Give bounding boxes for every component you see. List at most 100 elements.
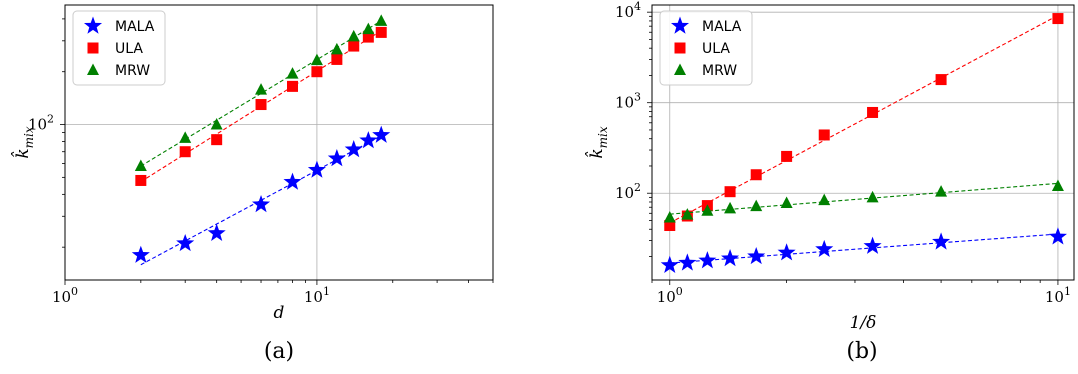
data-point-mrw [310,53,323,66]
data-point-mala [344,140,363,158]
x-tick-exponent: 1 [1064,285,1071,298]
y-tick-base: 10 [615,94,634,112]
x-tick-base: 10 [657,288,676,306]
x-tick-exponent: 0 [71,285,78,298]
data-point-ula [818,129,830,141]
data-point-mrw [210,118,223,130]
data-point-ula [724,186,736,198]
data-point-ula [135,174,147,186]
y-tick-label: 104 [615,0,641,21]
data-point-mrw [375,14,388,26]
series-mrw [663,179,1064,223]
data-point-mala [678,253,697,271]
y-tick-exponent: 2 [47,113,54,126]
data-point-ula [781,150,793,162]
data-point-mala [660,255,679,273]
data-point-mrw [134,159,147,172]
data-point-ula [362,31,374,43]
legend-label-ula: ULA [115,41,143,57]
data-point-mrw [362,22,375,35]
data-point-mrw [780,196,793,208]
x-tick-label: 101 [1045,285,1071,306]
y-axis-label: k̂mix [11,126,36,159]
data-point-ula [179,146,191,158]
data-point-ula [375,26,387,38]
data-point-ula [255,99,267,111]
data-point-ula [935,74,947,86]
x-tick-label: 100 [52,285,78,306]
data-point-mrw [866,190,879,203]
data-point-mrw [935,185,948,197]
data-point-mala [1048,227,1067,245]
x-tick-base: 10 [1045,288,1064,306]
y-tick-exponent: 4 [634,0,641,13]
y-axis-label-main: k̂ [11,148,33,158]
data-point-mala [251,195,271,213]
data-point-mala [815,239,834,258]
x-tick-base: 10 [52,288,71,306]
legend: MALA ULA MRW [72,10,166,86]
y-tick-exponent: 3 [634,91,641,104]
legend-label-ula: ULA [702,41,730,57]
x-tick-label: 100 [657,285,683,306]
data-point-mala [777,243,796,261]
legend-label-mrw: MRW [702,63,737,79]
data-point-ula [1052,13,1064,25]
data-point-ula [348,40,360,52]
data-point-mrw [179,131,192,143]
y-tick-label: 103 [615,91,641,112]
legend-marker-mala [670,16,690,34]
x-tick-exponent: 0 [676,285,683,298]
data-point-mala [283,172,302,190]
series-mala [131,125,391,266]
legend-marker-mrw [674,63,686,75]
panel-caption: (a) [264,339,294,364]
y-axis-label-subscript: mix [596,126,610,148]
series-ula [135,26,387,186]
data-point-mrw [286,67,299,79]
data-point-mala [176,233,195,252]
data-point-ula [287,80,299,92]
data-point-mrw [818,193,831,206]
legend-label-mala: MALA [115,19,155,35]
x-axis-label: 1/δ [850,313,877,333]
data-point-ula [750,169,762,181]
data-point-ula [331,53,343,65]
y-tick-exponent: 2 [634,181,641,194]
series-mala [660,227,1067,273]
y-tick-base: 10 [28,116,47,134]
y-tick-label: 102 [615,181,641,202]
data-point-mala [131,245,150,263]
data-point-mrw [330,42,343,55]
legend-label-mala: MALA [702,19,742,35]
plot-frame [651,4,1075,281]
data-point-ula [867,106,879,118]
data-point-mrw [701,204,714,216]
series-mrw [134,14,388,172]
data-point-mrw [347,29,360,42]
data-point-mala [207,223,226,241]
data-point-ula [664,219,676,231]
data-point-mala [863,236,882,254]
data-point-ula [211,134,223,146]
legend-marker-mala [83,16,103,34]
data-point-mrw [724,201,737,214]
data-point-mrw [663,210,676,223]
data-point-mala [372,125,391,143]
data-point-ula [311,66,323,78]
data-point-mala [327,149,346,167]
legend: MALA ULA MRW [659,10,753,86]
data-point-mrw [1051,179,1064,192]
x-tick-label: 101 [304,285,330,306]
x-axis-label: d [274,303,285,323]
data-point-mrw [681,208,694,220]
y-tick-base: 10 [615,184,634,202]
x-tick-base: 10 [304,288,323,306]
data-point-mrw [255,83,268,95]
data-point-mrw [750,199,763,212]
y-axis-label-main: k̂ [585,148,607,158]
data-point-mala [747,247,766,265]
y-axis-label: k̂mix [585,126,610,159]
legend-marker-mrw [87,63,99,75]
